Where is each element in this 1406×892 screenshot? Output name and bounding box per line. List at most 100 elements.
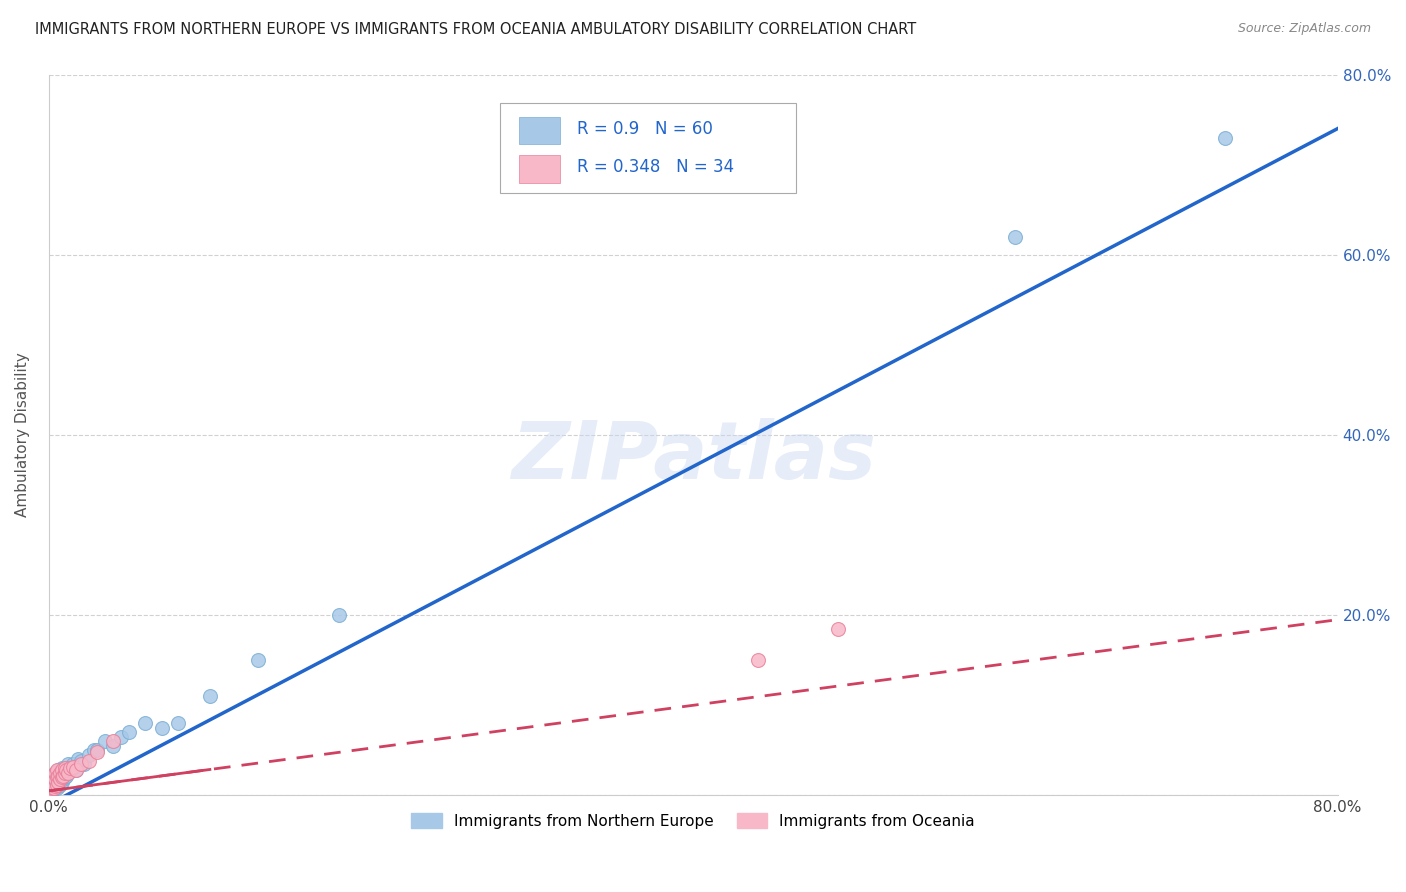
Point	[59, 763, 82, 777]
Legend: Immigrants from Northern Europe, Immigrants from Oceania: Immigrants from Northern Europe, Immigra…	[405, 806, 981, 835]
Point	[39, 784, 62, 798]
Point	[48, 780, 70, 794]
Point	[56, 765, 79, 780]
Point	[65, 763, 87, 777]
Point	[134, 716, 156, 731]
Point	[45, 781, 67, 796]
Point	[247, 653, 270, 667]
Point	[44, 770, 66, 784]
Point	[42, 782, 65, 797]
Point	[73, 756, 96, 771]
Point	[103, 739, 125, 753]
Point	[86, 745, 108, 759]
Point	[55, 768, 77, 782]
Point	[51, 761, 73, 775]
Point	[44, 765, 66, 780]
Point	[42, 781, 65, 796]
Text: R = 0.348   N = 34: R = 0.348 N = 34	[578, 158, 734, 176]
Point	[94, 734, 117, 748]
Point	[77, 754, 100, 768]
Point	[827, 622, 849, 636]
Point	[198, 690, 221, 704]
FancyBboxPatch shape	[501, 103, 796, 194]
Point	[56, 756, 79, 771]
Point	[41, 778, 63, 792]
Point	[45, 765, 67, 780]
Point	[166, 716, 188, 731]
Point	[59, 761, 82, 775]
Point	[42, 768, 65, 782]
Point	[51, 770, 73, 784]
Point	[49, 772, 72, 787]
Point	[45, 775, 67, 789]
Point	[41, 781, 63, 796]
Point	[53, 761, 76, 775]
Text: Source: ZipAtlas.com: Source: ZipAtlas.com	[1237, 22, 1371, 36]
Point	[41, 784, 63, 798]
Point	[53, 765, 76, 780]
Point	[45, 770, 67, 784]
Point	[48, 768, 70, 782]
Point	[55, 763, 77, 777]
Point	[66, 752, 89, 766]
Point	[63, 759, 86, 773]
Text: ZIPatlas: ZIPatlas	[510, 417, 876, 496]
Point	[150, 721, 173, 735]
Point	[86, 743, 108, 757]
Point	[77, 747, 100, 762]
Point	[42, 778, 65, 792]
Point	[42, 775, 65, 789]
Point	[65, 763, 87, 777]
Point	[1213, 130, 1236, 145]
Point	[49, 778, 72, 792]
Point	[39, 780, 62, 794]
Point	[42, 781, 65, 796]
Point	[45, 778, 67, 792]
Text: IMMIGRANTS FROM NORTHERN EUROPE VS IMMIGRANTS FROM OCEANIA AMBULATORY DISABILITY: IMMIGRANTS FROM NORTHERN EUROPE VS IMMIG…	[35, 22, 917, 37]
Point	[70, 756, 93, 771]
Point	[44, 780, 66, 794]
Point	[41, 780, 63, 794]
Point	[48, 775, 70, 789]
Point	[42, 768, 65, 782]
FancyBboxPatch shape	[519, 155, 561, 183]
Point	[103, 734, 125, 748]
Point	[49, 772, 72, 787]
Point	[62, 756, 84, 771]
Point	[44, 775, 66, 789]
FancyBboxPatch shape	[519, 117, 561, 145]
Point	[44, 780, 66, 794]
Point	[328, 608, 350, 623]
Point	[56, 765, 79, 780]
Point	[42, 772, 65, 787]
Point	[51, 770, 73, 784]
Point	[41, 772, 63, 787]
Point	[39, 781, 62, 796]
Point	[52, 765, 75, 780]
Point	[118, 725, 141, 739]
Point	[83, 743, 105, 757]
Point	[48, 768, 70, 782]
Point	[45, 763, 67, 777]
Y-axis label: Ambulatory Disability: Ambulatory Disability	[15, 352, 30, 517]
Point	[44, 772, 66, 787]
Point	[53, 765, 76, 780]
Point	[53, 770, 76, 784]
Point	[44, 765, 66, 780]
Point	[39, 784, 62, 798]
Point	[49, 765, 72, 780]
Point	[45, 770, 67, 784]
Point	[51, 775, 73, 789]
Point	[48, 775, 70, 789]
Point	[747, 653, 769, 667]
Point	[51, 763, 73, 777]
Point	[41, 778, 63, 792]
Point	[110, 730, 132, 744]
Point	[52, 768, 75, 782]
Point	[1004, 229, 1026, 244]
Point	[53, 761, 76, 775]
Point	[70, 754, 93, 768]
Point	[60, 761, 83, 775]
Point	[62, 759, 84, 773]
Point	[49, 765, 72, 780]
